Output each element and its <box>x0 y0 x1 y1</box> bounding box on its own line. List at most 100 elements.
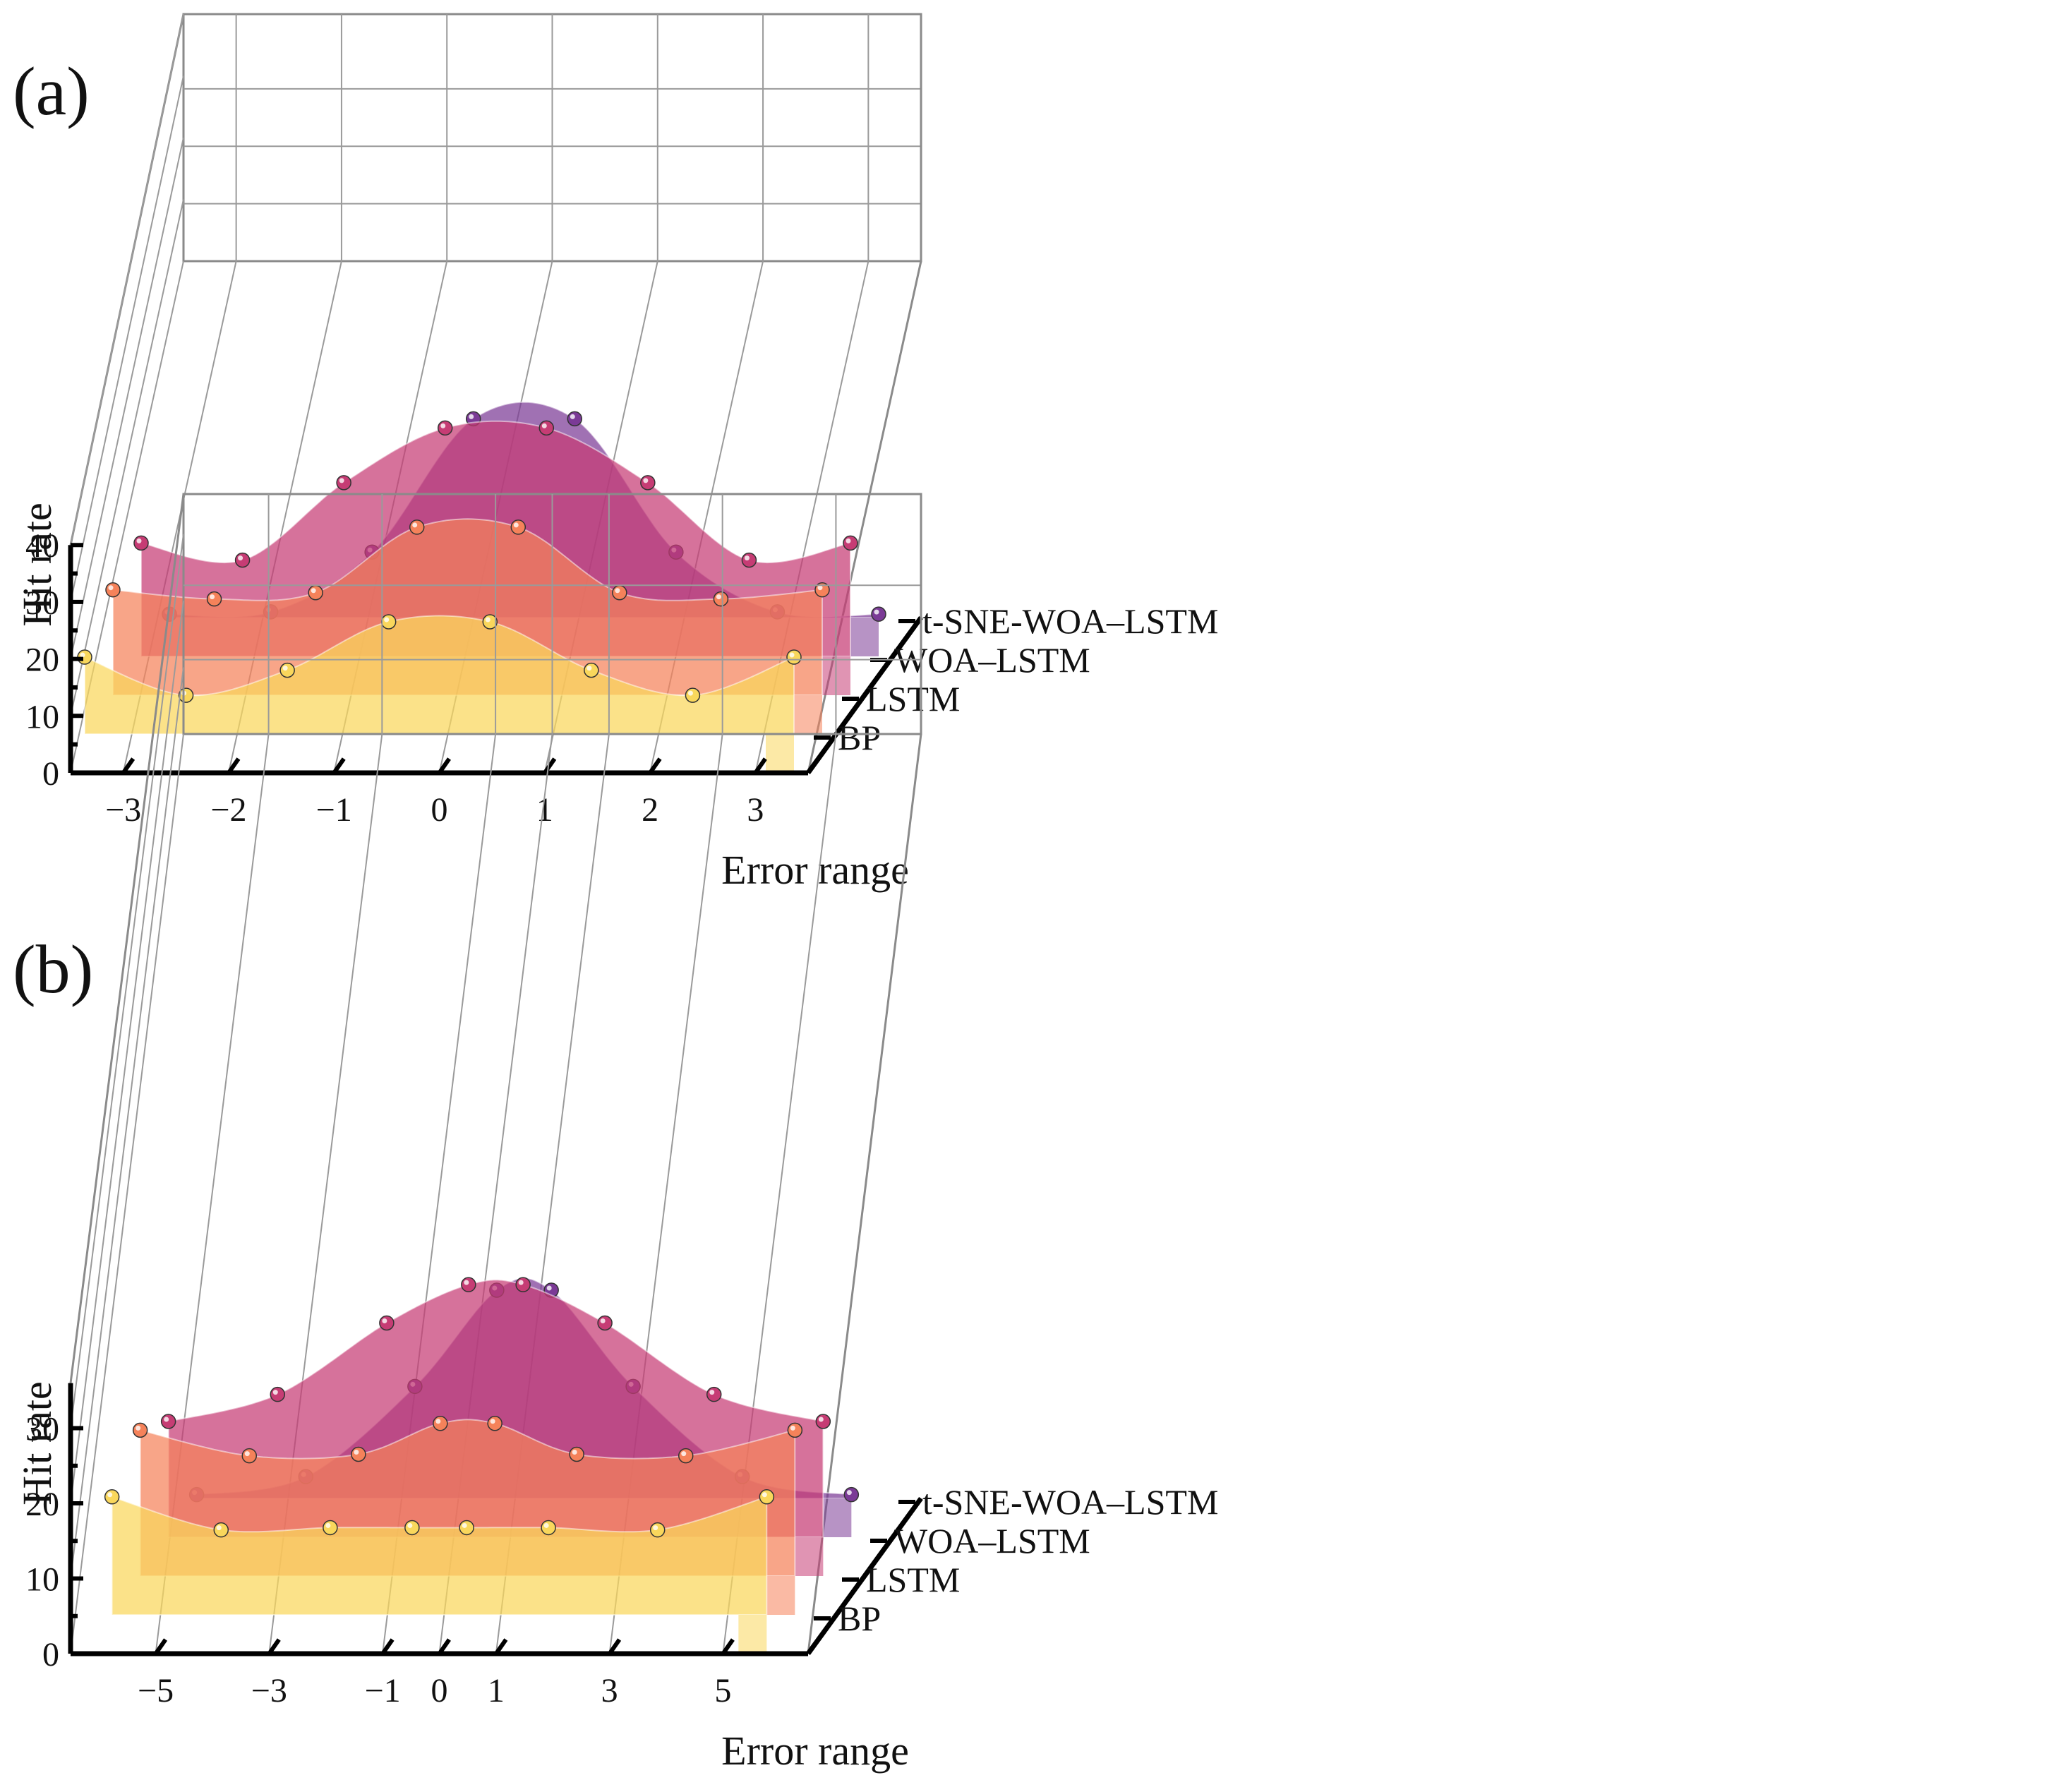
data-point-highlight <box>136 1425 141 1431</box>
data-point-highlight <box>681 1451 687 1457</box>
series-label: t-SNE-WOA–LSTM <box>922 1482 1218 1522</box>
data-point-highlight <box>464 1280 469 1285</box>
data-point <box>351 1446 366 1462</box>
data-point-highlight <box>440 423 446 428</box>
data-point <box>640 475 656 491</box>
x-tick-label: −1 <box>365 1672 401 1709</box>
x-tick-label: 3 <box>601 1672 618 1709</box>
data-point <box>160 1414 176 1429</box>
data-point-highlight <box>874 609 879 615</box>
data-point <box>510 519 526 535</box>
series-area-LSTM <box>112 518 823 696</box>
x-tick <box>121 757 136 774</box>
data-point <box>843 1486 860 1503</box>
series-ribbon-end <box>795 1537 824 1576</box>
data-point-highlight <box>653 1525 658 1531</box>
series-ribbon-end <box>823 1498 852 1537</box>
y-tick-label: 30 <box>25 584 59 622</box>
left-grid-line <box>70 137 184 659</box>
data-point-highlight <box>435 1419 441 1424</box>
x-tick-label: −2 <box>210 791 246 829</box>
data-point <box>308 584 323 601</box>
data-point <box>515 1277 531 1292</box>
data-point <box>685 687 701 703</box>
x-tick <box>753 757 767 774</box>
data-point-highlight <box>846 1490 852 1496</box>
data-point <box>270 1386 286 1402</box>
y-tick-label: 0 <box>42 1636 59 1673</box>
data-point-highlight <box>513 522 519 528</box>
data-point-highlight <box>586 666 592 671</box>
data-point <box>612 584 627 601</box>
data-point-highlight <box>709 1390 715 1395</box>
data-point <box>206 591 222 607</box>
series-ribbon-end <box>794 695 822 734</box>
data-point-highlight <box>244 1451 250 1457</box>
data-point-highlight <box>210 594 215 600</box>
series-ribbon-end <box>766 734 794 773</box>
panel-a-label: (a) <box>13 54 90 130</box>
series-ribbon-end <box>738 1615 767 1654</box>
panel-b-axes: 0 10 20 30 −5 −3 −1 0 1 3 5 BPLSTMWOA–LSTMt-SNE-WOA… <box>25 1383 1218 1709</box>
x-tick-label: 3 <box>747 791 764 829</box>
data-point <box>597 1315 613 1331</box>
data-point-highlight <box>570 414 575 419</box>
x-tick-label: 5 <box>714 1672 731 1709</box>
data-point-highlight <box>107 1492 113 1498</box>
panel-a-x-axis-title: Error range <box>721 847 909 893</box>
y-tick-label: 0 <box>42 755 59 793</box>
panel-b-x-axis-title: Error range <box>721 1728 909 1774</box>
data-point-highlight <box>80 652 85 658</box>
data-point-highlight <box>615 588 620 594</box>
x-tick-label: −3 <box>251 1672 287 1709</box>
data-point-highlight <box>216 1525 222 1531</box>
series-label: LSTM <box>866 1560 960 1599</box>
data-point <box>541 1520 556 1536</box>
series-ribbon-end <box>766 1576 795 1615</box>
x-tick <box>721 1638 735 1655</box>
data-point-highlight <box>744 555 750 561</box>
x-tick <box>438 1638 451 1655</box>
data-point-highlight <box>789 652 795 658</box>
left-grid-line <box>70 199 184 716</box>
data-point-highlight <box>164 1417 169 1422</box>
panel-b-label: (b) <box>13 932 93 1008</box>
panel-a-y-axis-title: Hit rate <box>14 503 60 627</box>
x-tick <box>608 1638 622 1655</box>
x-tick <box>494 1638 508 1655</box>
data-point-highlight <box>412 522 418 528</box>
data-point <box>461 1277 476 1292</box>
depth-axis-line <box>806 1496 923 1656</box>
data-point <box>234 552 251 568</box>
data-point-highlight <box>311 588 316 594</box>
x-tick-label: 1 <box>488 1672 505 1709</box>
series-label: BP <box>838 1599 881 1638</box>
data-point-highlight <box>546 1285 552 1291</box>
data-point-highlight <box>790 1425 795 1431</box>
data-point-highlight <box>354 1449 359 1455</box>
data-point-highlight <box>490 1419 495 1424</box>
data-point-highlight <box>817 585 823 591</box>
x-tick-label: −5 <box>138 1672 174 1709</box>
left-grid-line <box>70 667 184 1579</box>
data-point <box>538 420 555 436</box>
data-point-highlight <box>846 538 851 543</box>
y-tick-label: 20 <box>25 642 59 679</box>
left-grid-line <box>70 534 184 1429</box>
x-tick-label: −1 <box>316 791 352 829</box>
left-wall-edge <box>70 733 184 1654</box>
x-tick <box>438 757 451 774</box>
data-point-highlight <box>339 478 344 483</box>
panel-b-y-axis-title: Hit rate <box>14 1381 60 1505</box>
x-tick <box>380 1638 395 1655</box>
data-point-highlight <box>572 1449 577 1455</box>
x-tick-label: 0 <box>431 1672 448 1709</box>
data-point <box>706 1386 722 1402</box>
series-ribbon-end <box>850 618 879 656</box>
data-point-highlight <box>108 585 114 591</box>
series-area-BP <box>111 1496 768 1616</box>
data-point <box>584 662 599 678</box>
data-point <box>786 649 802 665</box>
